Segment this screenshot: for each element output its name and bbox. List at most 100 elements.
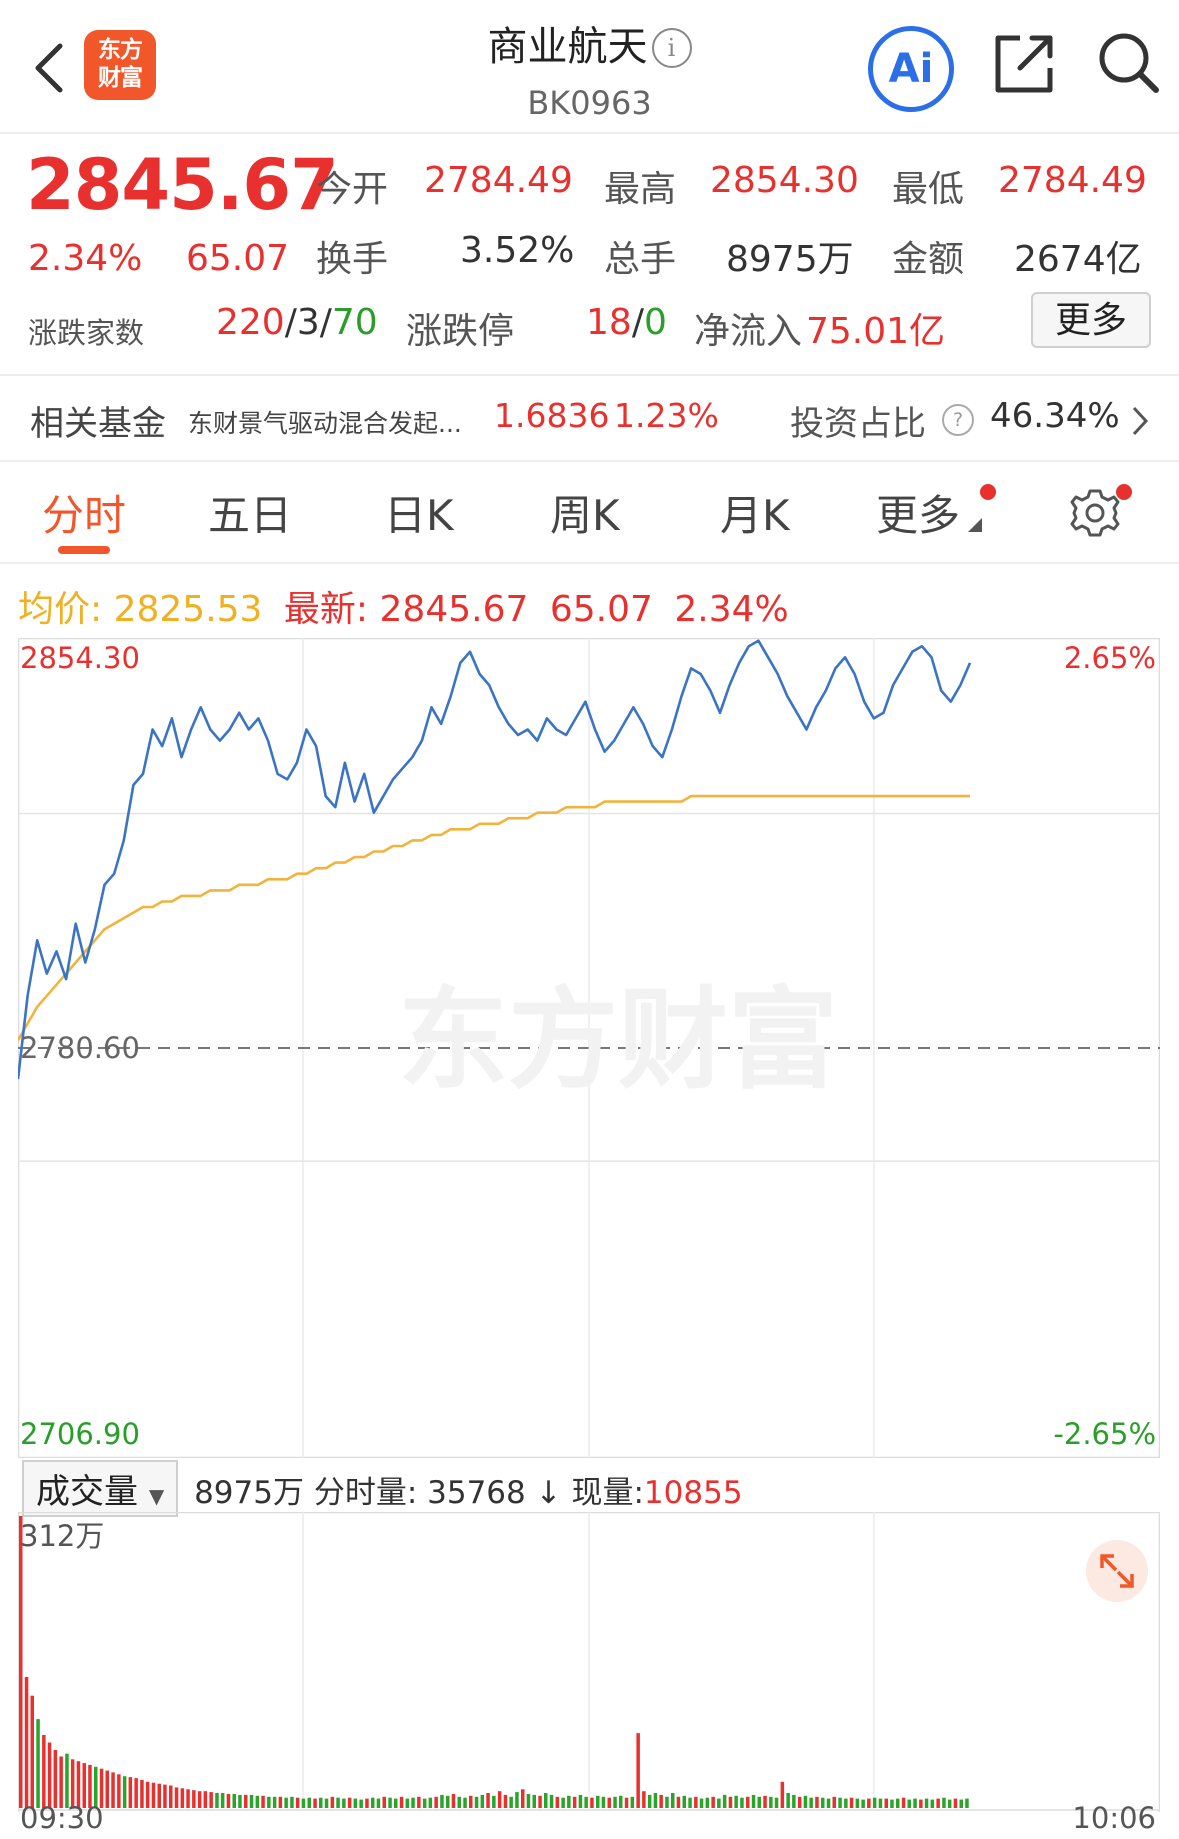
y-label-bottom: 2706.90 <box>20 1417 140 1451</box>
current-volume-label: 现量: <box>571 1475 644 1511</box>
volume-bar <box>688 1797 692 1808</box>
open-value: 2784.49 <box>424 160 573 201</box>
volume-bar <box>284 1797 288 1808</box>
volume-bar <box>422 1798 427 1808</box>
tab-daily-k[interactable]: 日K <box>384 491 454 540</box>
tab-monthly-k[interactable]: 月K <box>720 491 790 540</box>
share-icon[interactable] <box>992 30 1058 96</box>
settings-gear-icon[interactable] <box>1068 486 1122 540</box>
volume-bar <box>82 1763 86 1808</box>
price-lines <box>18 639 972 1080</box>
tab-weekly-k[interactable]: 周K <box>550 491 620 540</box>
search-icon[interactable] <box>1096 30 1162 96</box>
volume-bar <box>861 1799 865 1808</box>
tab-five-day[interactable]: 五日 <box>208 491 293 540</box>
high-label: 最高 <box>604 169 677 210</box>
volume-bar <box>30 1695 34 1808</box>
settings-notification-dot <box>1116 484 1132 500</box>
back-arrow-icon[interactable] <box>30 38 70 98</box>
tab-intraday[interactable]: 分时 <box>42 491 127 540</box>
volume-bar <box>538 1795 542 1808</box>
volume-bar <box>601 1796 606 1808</box>
breadth-sep: / <box>319 302 332 343</box>
volume-bar <box>642 1791 646 1808</box>
volume-bar <box>417 1796 421 1808</box>
volume-bar <box>919 1799 923 1808</box>
volume-bar <box>740 1797 744 1808</box>
volume-bar <box>122 1776 127 1808</box>
fund-name[interactable]: 东财景气驱动混合发起... <box>188 409 462 438</box>
volume-bar <box>890 1799 894 1808</box>
ai-button[interactable]: Ai <box>868 26 954 112</box>
volume-bar <box>192 1790 196 1808</box>
volume-bar <box>134 1778 138 1808</box>
volume-bar <box>272 1796 277 1808</box>
volume-bar <box>803 1795 808 1808</box>
logo-text-line2: 财富 <box>98 65 143 91</box>
volume-chart[interactable]: 312万 09:30 10:06 <box>18 1512 1160 1830</box>
volume-bar <box>630 1796 635 1808</box>
volume-bar <box>203 1791 208 1808</box>
volume-bar <box>324 1798 329 1808</box>
volume-bar <box>567 1795 571 1808</box>
volume-bar <box>855 1798 860 1808</box>
volume-bar <box>163 1784 167 1808</box>
volume-bar <box>88 1764 92 1808</box>
volume-bar <box>405 1798 410 1808</box>
volume-bar <box>815 1796 819 1808</box>
high-value: 2854.30 <box>710 160 859 201</box>
volume-bar <box>572 1796 577 1808</box>
volume-bar <box>174 1787 179 1808</box>
volume-bar <box>694 1796 698 1808</box>
volume-bar <box>157 1783 161 1808</box>
volume-bar <box>844 1798 848 1808</box>
volume-bar <box>769 1796 773 1808</box>
volume-bar <box>145 1781 150 1808</box>
volume-bar <box>117 1774 121 1808</box>
breadth-label: 涨跌家数 <box>28 316 145 350</box>
volume-bar <box>746 1796 750 1808</box>
volume-bar <box>486 1793 490 1808</box>
volume-bar <box>295 1797 300 1808</box>
tab-more[interactable]: 更多 <box>876 491 961 540</box>
volume-bar <box>215 1793 219 1808</box>
volume-bar <box>607 1797 611 1808</box>
volume-bar <box>734 1795 738 1808</box>
volume-bar <box>901 1797 906 1808</box>
help-icon[interactable]: ? <box>942 404 974 436</box>
volume-bar <box>647 1794 652 1808</box>
volume-bar <box>717 1798 721 1808</box>
volume-bar <box>267 1796 271 1808</box>
volume-bar <box>896 1798 900 1808</box>
volume-bar <box>140 1779 144 1808</box>
select-caret-icon: ▼ <box>148 1484 165 1508</box>
chart-grid <box>18 638 1160 1458</box>
indicator-select[interactable]: 成交量 ▼ <box>22 1460 179 1517</box>
related-fund-row[interactable]: 相关基金 东财景气驱动混合发起... 1.6836 1.23% 投资占比 ? 4… <box>0 374 1179 462</box>
volume-bar <box>509 1796 513 1808</box>
volume-bar <box>70 1759 75 1808</box>
volume-bar <box>907 1799 911 1808</box>
volume-bar <box>232 1794 236 1808</box>
fund-nav: 1.6836 <box>494 396 610 435</box>
volume-bar <box>884 1798 888 1808</box>
breadth-flat: 3 <box>296 302 320 343</box>
volume-bar <box>584 1796 588 1808</box>
volume-bar <box>590 1797 594 1808</box>
app-header: 东方 财富 商业航天 i BK0963 Ai <box>0 0 1179 134</box>
breadth-up: 220 <box>216 302 285 343</box>
volume-bar <box>209 1792 213 1808</box>
change-amount: 65.07 <box>186 238 290 279</box>
period-volume-value: 35768 <box>427 1475 526 1511</box>
info-icon[interactable]: i <box>651 28 692 68</box>
amount-label: 金额 <box>892 239 965 280</box>
expand-chart-button[interactable] <box>1086 1540 1148 1602</box>
volume-bar <box>965 1798 969 1808</box>
intraday-price-chart[interactable]: 东方财富 2854.30 2780.60 2706.90 2.65% -2.65… <box>18 638 1160 1458</box>
more-button[interactable]: 更多 <box>1031 292 1151 348</box>
volume-bar <box>947 1799 952 1808</box>
volume-bar <box>36 1719 40 1808</box>
latest-pct: 2.34% <box>674 589 789 630</box>
volume-bar <box>290 1796 294 1808</box>
down-arrow-icon: ↓ <box>535 1475 562 1511</box>
